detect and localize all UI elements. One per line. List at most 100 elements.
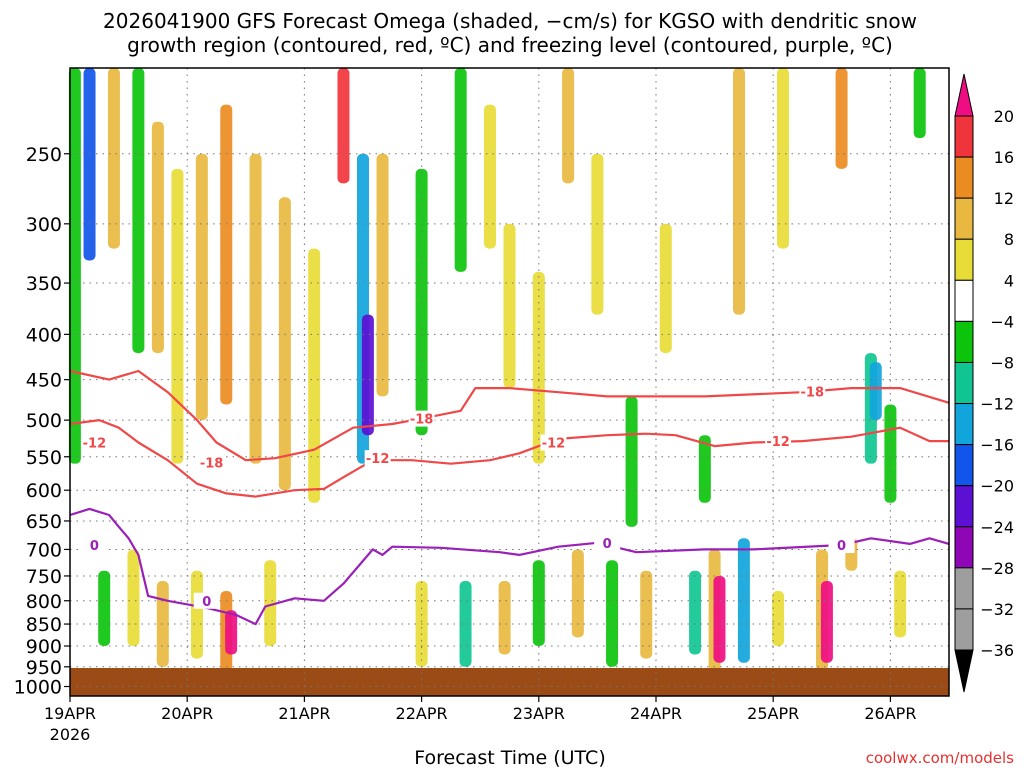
colorbar-label: −24 bbox=[980, 518, 1014, 537]
omega-cell bbox=[659, 223, 672, 354]
omega-cell bbox=[337, 68, 350, 184]
colorbar-segment bbox=[954, 444, 974, 487]
colorbar-segment bbox=[954, 197, 974, 240]
colorbar-segment bbox=[954, 115, 974, 158]
y-tick-label: 250 bbox=[26, 144, 62, 166]
omega-cell bbox=[127, 549, 140, 647]
y-tick-label: 350 bbox=[26, 273, 62, 295]
omega-cell bbox=[606, 560, 619, 667]
omega-cell bbox=[107, 68, 120, 249]
contour-line bbox=[69, 507, 950, 626]
omega-cell bbox=[894, 570, 907, 638]
contour-label: -18 bbox=[200, 456, 224, 471]
omega-cell bbox=[171, 168, 184, 464]
colorbar-label: 8 bbox=[1004, 230, 1014, 249]
y-tick-label: 600 bbox=[26, 480, 62, 502]
contour-label-bg bbox=[828, 537, 855, 554]
x-year-label: 2026 bbox=[50, 725, 91, 744]
contour-label-bg bbox=[594, 534, 621, 551]
contour-label-bg bbox=[799, 383, 826, 400]
y-tick-label: 750 bbox=[26, 566, 62, 588]
omega-cell bbox=[562, 68, 575, 184]
colorbar-segment bbox=[954, 403, 974, 446]
x-tick-label: 21APR bbox=[278, 704, 330, 723]
colorbar-label: 20 bbox=[994, 107, 1014, 126]
omega-cell bbox=[835, 68, 848, 169]
contour-label-bg bbox=[765, 433, 792, 450]
contour-label: 0 bbox=[202, 595, 211, 610]
omega-cell bbox=[83, 68, 96, 261]
omega-cell bbox=[772, 591, 785, 647]
y-tick-label: 850 bbox=[26, 614, 62, 636]
x-axis-label: Forecast Time (UTC) bbox=[414, 747, 605, 768]
omega-cell bbox=[308, 248, 321, 503]
omega-cell bbox=[869, 362, 882, 421]
contour-label: -12 bbox=[83, 437, 107, 452]
colorbar-segment bbox=[954, 361, 974, 405]
omega-cell bbox=[225, 610, 238, 655]
contour-label-bg bbox=[198, 454, 225, 471]
omega-cell bbox=[625, 396, 638, 527]
y-tick-label: 650 bbox=[26, 511, 62, 533]
colorbar-label: −8 bbox=[990, 353, 1014, 372]
y-tick-label: 800 bbox=[26, 591, 62, 613]
omega-cell bbox=[733, 68, 746, 315]
colorbar-segment bbox=[954, 526, 974, 569]
y-tick-label: 950 bbox=[26, 657, 62, 679]
y-tick-label: 550 bbox=[26, 447, 62, 469]
ground-below-surface bbox=[70, 668, 949, 696]
contour-label: -12 bbox=[542, 437, 566, 452]
contour-label: 0 bbox=[90, 539, 99, 554]
colorbar-segment bbox=[954, 567, 974, 610]
omega-cell bbox=[195, 153, 208, 421]
contour-line bbox=[69, 369, 950, 462]
contour-label-bg bbox=[364, 450, 391, 467]
omega-cell bbox=[571, 549, 584, 638]
contour-label-bg bbox=[193, 592, 220, 609]
omega-cell bbox=[776, 68, 789, 249]
omega-cell bbox=[689, 570, 702, 655]
credit-link[interactable]: coolwx.com/models bbox=[866, 749, 1014, 767]
chart-title-line-1: 2026041900 GFS Forecast Omega (shaded, −… bbox=[103, 9, 917, 33]
colorbar-segment bbox=[954, 485, 974, 528]
colorbar-label: −20 bbox=[980, 477, 1014, 496]
omega-cell bbox=[483, 104, 496, 249]
x-tick-label: 23APR bbox=[513, 704, 565, 723]
x-tick-label: 24APR bbox=[630, 704, 682, 723]
y-tick-label: 300 bbox=[26, 214, 62, 236]
contour-label: -12 bbox=[766, 435, 790, 450]
colorbar-label: 16 bbox=[994, 148, 1014, 167]
contour-label: 0 bbox=[837, 539, 846, 554]
colorbar-top-triangle bbox=[954, 73, 974, 117]
x-tick-label: 25APR bbox=[747, 704, 799, 723]
y-tick-label: 900 bbox=[26, 636, 62, 658]
omega-cell bbox=[459, 581, 472, 667]
omega-cell bbox=[591, 153, 604, 315]
colorbar: 20 16 12 8 4 −4 −8 −12 −16 −20 −24 −28 −32 −36 bbox=[954, 73, 1014, 693]
omega-cell bbox=[376, 153, 389, 397]
x-tick-label: 20APR bbox=[161, 704, 213, 723]
omega-cell bbox=[190, 570, 203, 659]
y-tick-label: 700 bbox=[26, 539, 62, 561]
y-tick-label: 450 bbox=[26, 370, 62, 392]
y-tick-label: 1000 bbox=[14, 677, 62, 699]
plot-frame bbox=[69, 67, 950, 697]
omega-cell bbox=[503, 223, 516, 389]
colorbar-label: −4 bbox=[990, 312, 1014, 331]
colorbar-segment bbox=[954, 238, 974, 281]
omega-cell bbox=[361, 314, 374, 436]
colorbar-segment bbox=[954, 608, 974, 651]
contour-label: -18 bbox=[410, 413, 434, 428]
contour-label-bg bbox=[408, 410, 435, 427]
omega-cell bbox=[698, 435, 711, 503]
colorbar-label: −32 bbox=[980, 600, 1014, 619]
colorbar-label: −36 bbox=[980, 641, 1014, 660]
y-axis-ticks: 2503003504004505005506006507007508008509… bbox=[14, 144, 70, 699]
x-tick-label: 19APR bbox=[44, 704, 96, 723]
chart-title-line-2: growth region (contoured, red, ºC) and f… bbox=[127, 33, 893, 57]
omega-cell bbox=[132, 68, 145, 354]
omega-cell bbox=[156, 581, 169, 667]
colorbar-label: 4 bbox=[1004, 271, 1014, 290]
omega-cell bbox=[737, 538, 750, 663]
